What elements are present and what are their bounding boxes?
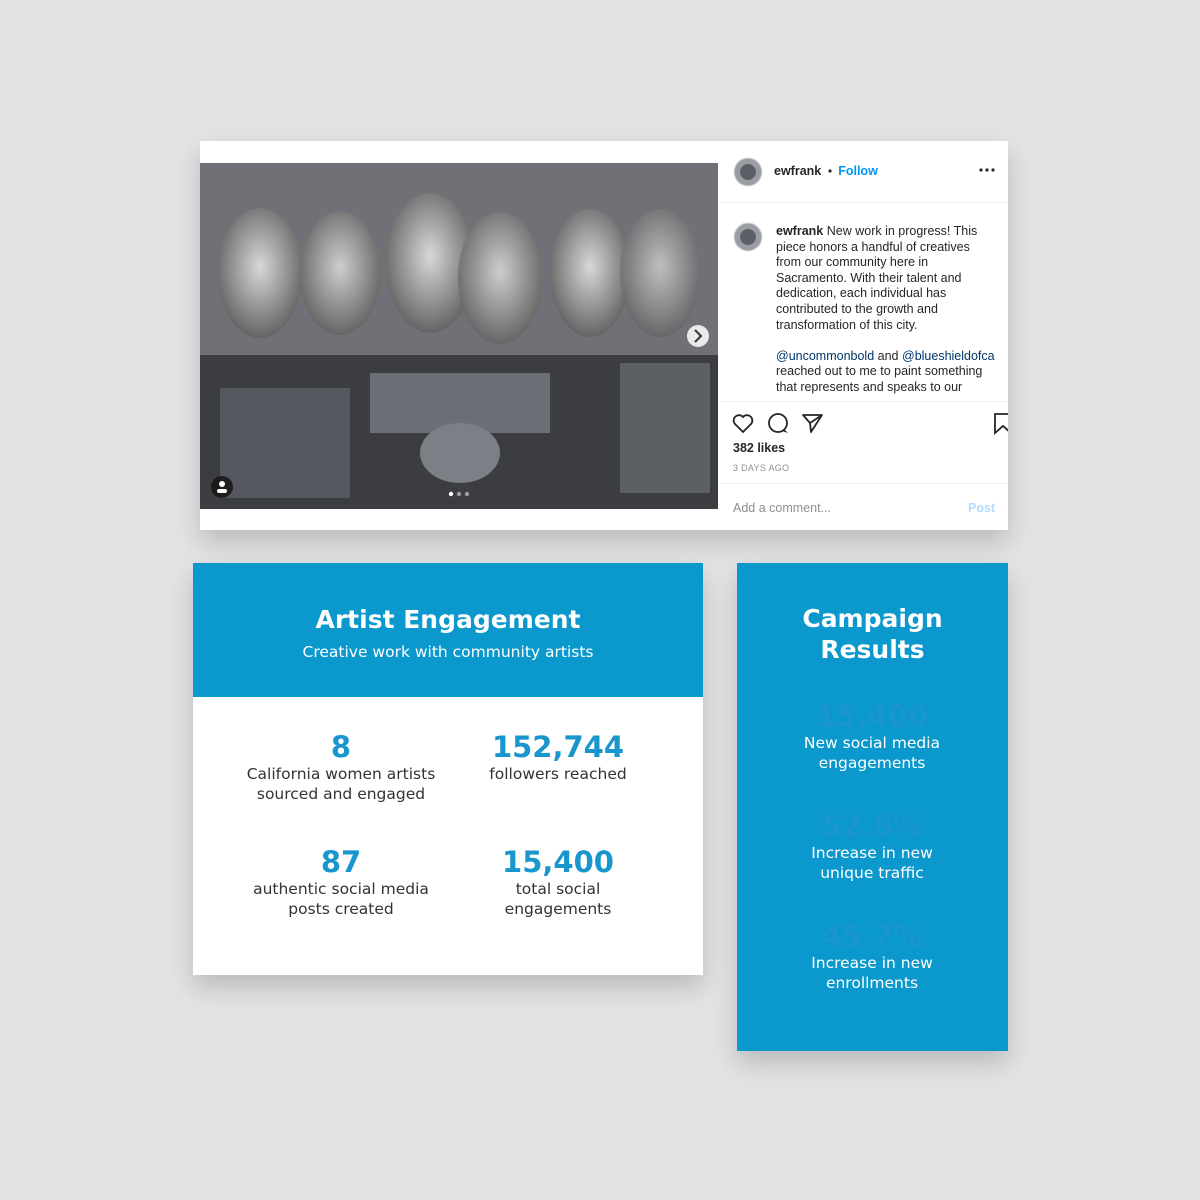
post-sidebar: ewfrank Follow ewfrank New work in progr… (720, 141, 1008, 530)
instagram-post: ewfrank Follow ewfrank New work in progr… (200, 141, 1008, 530)
campaign-results-card: Campaign Results 15,400 New social media … (737, 563, 1008, 1051)
post-time: 3 DAYS AGO (733, 463, 790, 473)
divider (720, 483, 1008, 484)
stat: 52.8% Increase in new unique traffic (762, 809, 982, 883)
caption-username[interactable]: ewfrank (776, 224, 824, 238)
caption-body: reached out to me to paint something tha… (776, 364, 983, 394)
carousel-next[interactable] (687, 325, 709, 347)
username[interactable]: ewfrank (774, 164, 822, 178)
comment-input[interactable]: Add a comment... (733, 501, 831, 515)
caption-word: and (877, 348, 899, 363)
stat: 152,744 followers reached (448, 730, 668, 784)
card-title: Artist Engagement (315, 605, 581, 634)
stat: 45.7% Increase in new enrollments (762, 919, 982, 993)
stat: 15,400 New social media engagements (762, 699, 982, 773)
caption-body: New work in progress! This piece honors … (776, 224, 978, 332)
card-subtitle: Creative work with community artists (302, 643, 594, 661)
stat-value: 15,400 (816, 699, 928, 733)
stat-label: authentic social media posts created (253, 880, 429, 918)
carousel-dots (448, 491, 470, 497)
stat-value: 152,744 (491, 730, 625, 764)
more-options[interactable] (978, 166, 996, 174)
post-header: ewfrank Follow (774, 164, 878, 178)
comment-button[interactable] (768, 413, 788, 433)
avatar (733, 157, 763, 187)
like-count[interactable]: 382 likes (733, 441, 786, 455)
save-button[interactable] (994, 413, 1008, 435)
stat-value: 87 (320, 845, 362, 879)
card-header: Artist Engagement Creative work with com… (193, 563, 703, 697)
action-icons (732, 413, 1008, 435)
stat-label: total social engagements (504, 880, 612, 918)
post-photo (200, 163, 718, 509)
stat-value: 52.8% (821, 809, 923, 843)
stat-label: followers reached (489, 765, 627, 783)
stat-value: 45.7% (821, 919, 923, 953)
separator-dot (828, 169, 832, 173)
mention[interactable]: @uncommonbold (776, 348, 875, 363)
stat-value: 8 (330, 730, 352, 764)
card-title: Campaign Results (802, 604, 943, 664)
mention[interactable]: @blueshieldofca (902, 348, 995, 363)
stat: 8 California women artists sourced and en… (231, 730, 451, 804)
post-button[interactable]: Post (968, 501, 996, 515)
stat-label: Increase in new enrollments (811, 954, 933, 992)
artist-engagement-card: Artist Engagement Creative work with com… (193, 563, 703, 975)
caption: ewfrank New work in progress! This piece… (776, 224, 998, 396)
stat-value: 15,400 (502, 845, 614, 879)
like-button[interactable] (732, 414, 754, 434)
stat-label: New social media engagements (803, 734, 941, 772)
share-button[interactable] (802, 414, 823, 433)
avatar (733, 222, 763, 252)
divider (720, 202, 1008, 203)
caption-text: ewfrank New work in progress! This piece… (776, 224, 998, 333)
stat: 87 authentic social media posts created (231, 845, 451, 919)
divider (720, 401, 1008, 402)
stat-label: Increase in new unique traffic (811, 844, 933, 882)
stat-label: California women artists sourced and eng… (246, 765, 436, 803)
caption-text: @uncommonbold and @blueshieldofca reache… (776, 349, 998, 396)
follow-button[interactable]: Follow (838, 164, 878, 178)
stat: 15,400 total social engagements (448, 845, 668, 919)
